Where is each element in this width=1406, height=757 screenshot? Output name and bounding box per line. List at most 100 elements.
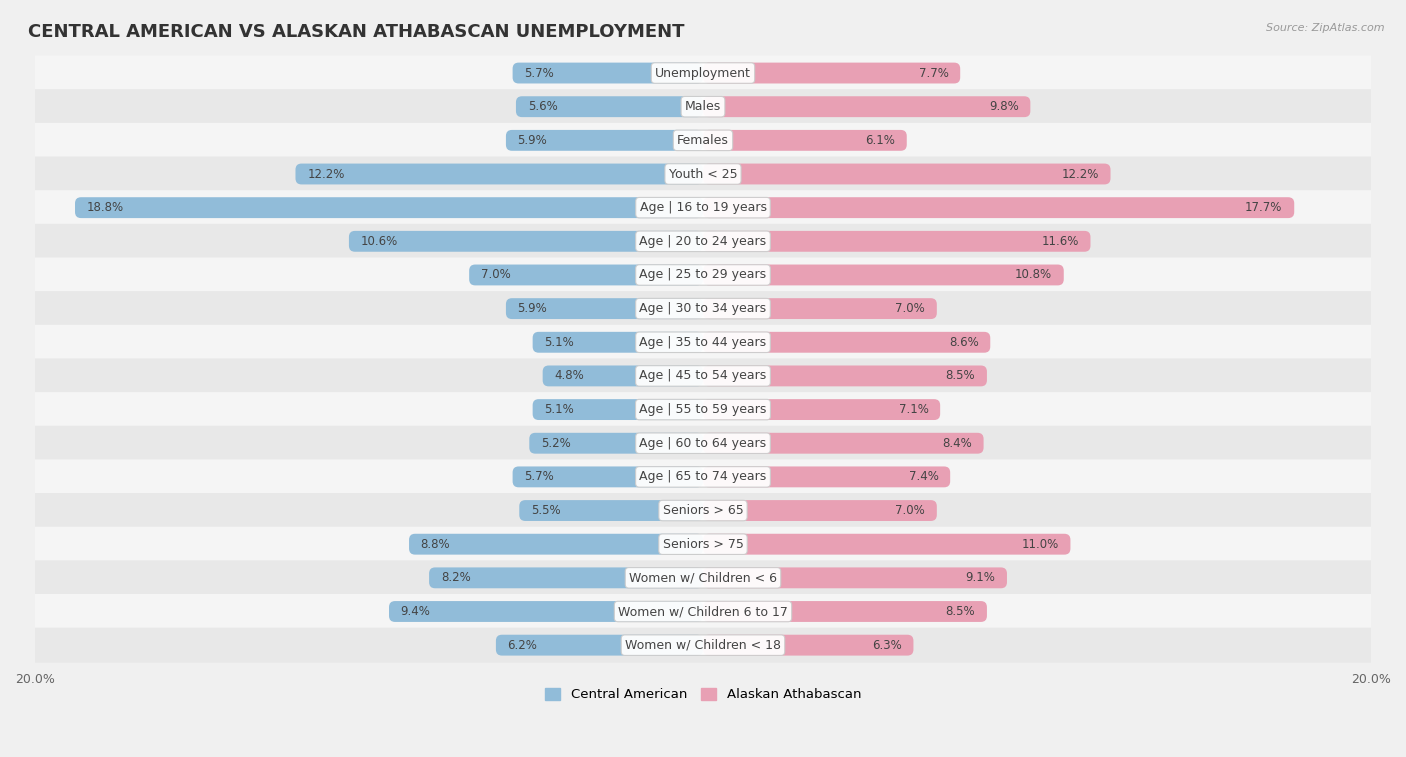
- Text: 4.8%: 4.8%: [554, 369, 583, 382]
- FancyBboxPatch shape: [34, 291, 1372, 326]
- Text: Age | 55 to 59 years: Age | 55 to 59 years: [640, 403, 766, 416]
- Text: Women w/ Children < 18: Women w/ Children < 18: [626, 639, 780, 652]
- Text: Unemployment: Unemployment: [655, 67, 751, 79]
- Text: 5.2%: 5.2%: [541, 437, 571, 450]
- FancyBboxPatch shape: [533, 399, 703, 420]
- Text: 7.1%: 7.1%: [898, 403, 928, 416]
- Text: 10.6%: 10.6%: [360, 235, 398, 248]
- Text: Age | 30 to 34 years: Age | 30 to 34 years: [640, 302, 766, 315]
- Text: 7.4%: 7.4%: [908, 470, 938, 484]
- FancyBboxPatch shape: [703, 500, 936, 521]
- FancyBboxPatch shape: [34, 257, 1372, 292]
- FancyBboxPatch shape: [506, 130, 703, 151]
- Text: 8.2%: 8.2%: [441, 572, 471, 584]
- Text: 8.8%: 8.8%: [420, 537, 450, 550]
- Text: 7.0%: 7.0%: [481, 269, 510, 282]
- FancyBboxPatch shape: [703, 366, 987, 386]
- FancyBboxPatch shape: [513, 63, 703, 83]
- Text: 9.4%: 9.4%: [401, 605, 430, 618]
- Text: 6.3%: 6.3%: [872, 639, 901, 652]
- FancyBboxPatch shape: [34, 190, 1372, 225]
- Text: 12.2%: 12.2%: [1062, 167, 1099, 180]
- Text: 6.2%: 6.2%: [508, 639, 537, 652]
- Text: Age | 35 to 44 years: Age | 35 to 44 years: [640, 336, 766, 349]
- Text: 5.5%: 5.5%: [531, 504, 561, 517]
- FancyBboxPatch shape: [703, 130, 907, 151]
- Legend: Central American, Alaskan Athabascan: Central American, Alaskan Athabascan: [540, 683, 866, 706]
- Text: 5.7%: 5.7%: [524, 470, 554, 484]
- Text: Women w/ Children 6 to 17: Women w/ Children 6 to 17: [619, 605, 787, 618]
- FancyBboxPatch shape: [703, 601, 987, 622]
- FancyBboxPatch shape: [34, 493, 1372, 528]
- FancyBboxPatch shape: [703, 198, 1295, 218]
- Text: 18.8%: 18.8%: [87, 201, 124, 214]
- Text: 8.5%: 8.5%: [946, 605, 976, 618]
- FancyBboxPatch shape: [703, 63, 960, 83]
- Text: 9.8%: 9.8%: [988, 100, 1019, 114]
- Text: Age | 65 to 74 years: Age | 65 to 74 years: [640, 470, 766, 484]
- FancyBboxPatch shape: [703, 568, 1007, 588]
- FancyBboxPatch shape: [703, 298, 936, 319]
- Text: 8.4%: 8.4%: [942, 437, 972, 450]
- FancyBboxPatch shape: [34, 89, 1372, 124]
- Text: 10.8%: 10.8%: [1015, 269, 1052, 282]
- Text: 5.9%: 5.9%: [517, 302, 547, 315]
- Text: Age | 20 to 24 years: Age | 20 to 24 years: [640, 235, 766, 248]
- FancyBboxPatch shape: [470, 264, 703, 285]
- Text: 8.6%: 8.6%: [949, 336, 979, 349]
- FancyBboxPatch shape: [34, 157, 1372, 192]
- Text: 6.1%: 6.1%: [865, 134, 896, 147]
- FancyBboxPatch shape: [703, 534, 1070, 555]
- FancyBboxPatch shape: [34, 425, 1372, 461]
- Text: 12.2%: 12.2%: [307, 167, 344, 180]
- FancyBboxPatch shape: [703, 264, 1064, 285]
- FancyBboxPatch shape: [496, 634, 703, 656]
- Text: Age | 25 to 29 years: Age | 25 to 29 years: [640, 269, 766, 282]
- Text: 5.1%: 5.1%: [544, 403, 574, 416]
- Text: Seniors > 65: Seniors > 65: [662, 504, 744, 517]
- Text: 8.5%: 8.5%: [946, 369, 976, 382]
- Text: Source: ZipAtlas.com: Source: ZipAtlas.com: [1267, 23, 1385, 33]
- FancyBboxPatch shape: [34, 392, 1372, 427]
- FancyBboxPatch shape: [34, 224, 1372, 259]
- FancyBboxPatch shape: [703, 332, 990, 353]
- Text: 5.9%: 5.9%: [517, 134, 547, 147]
- FancyBboxPatch shape: [703, 231, 1091, 252]
- Text: Women w/ Children < 6: Women w/ Children < 6: [628, 572, 778, 584]
- FancyBboxPatch shape: [519, 500, 703, 521]
- Text: 7.0%: 7.0%: [896, 504, 925, 517]
- Text: 11.0%: 11.0%: [1022, 537, 1059, 550]
- Text: 5.7%: 5.7%: [524, 67, 554, 79]
- FancyBboxPatch shape: [75, 198, 703, 218]
- FancyBboxPatch shape: [513, 466, 703, 488]
- FancyBboxPatch shape: [543, 366, 703, 386]
- FancyBboxPatch shape: [34, 358, 1372, 394]
- FancyBboxPatch shape: [516, 96, 703, 117]
- FancyBboxPatch shape: [34, 527, 1372, 562]
- FancyBboxPatch shape: [703, 96, 1031, 117]
- Text: Age | 45 to 54 years: Age | 45 to 54 years: [640, 369, 766, 382]
- FancyBboxPatch shape: [703, 634, 914, 656]
- Text: 9.1%: 9.1%: [966, 572, 995, 584]
- FancyBboxPatch shape: [429, 568, 703, 588]
- Text: 7.7%: 7.7%: [918, 67, 949, 79]
- FancyBboxPatch shape: [34, 560, 1372, 595]
- FancyBboxPatch shape: [34, 459, 1372, 494]
- FancyBboxPatch shape: [349, 231, 703, 252]
- Text: Age | 16 to 19 years: Age | 16 to 19 years: [640, 201, 766, 214]
- Text: Males: Males: [685, 100, 721, 114]
- Text: 7.0%: 7.0%: [896, 302, 925, 315]
- FancyBboxPatch shape: [533, 332, 703, 353]
- FancyBboxPatch shape: [409, 534, 703, 555]
- FancyBboxPatch shape: [295, 164, 703, 185]
- Text: 5.1%: 5.1%: [544, 336, 574, 349]
- Text: Seniors > 75: Seniors > 75: [662, 537, 744, 550]
- FancyBboxPatch shape: [34, 594, 1372, 629]
- Text: Females: Females: [678, 134, 728, 147]
- FancyBboxPatch shape: [506, 298, 703, 319]
- FancyBboxPatch shape: [529, 433, 703, 453]
- FancyBboxPatch shape: [703, 164, 1111, 185]
- FancyBboxPatch shape: [34, 123, 1372, 158]
- Text: 17.7%: 17.7%: [1246, 201, 1282, 214]
- Text: 11.6%: 11.6%: [1042, 235, 1078, 248]
